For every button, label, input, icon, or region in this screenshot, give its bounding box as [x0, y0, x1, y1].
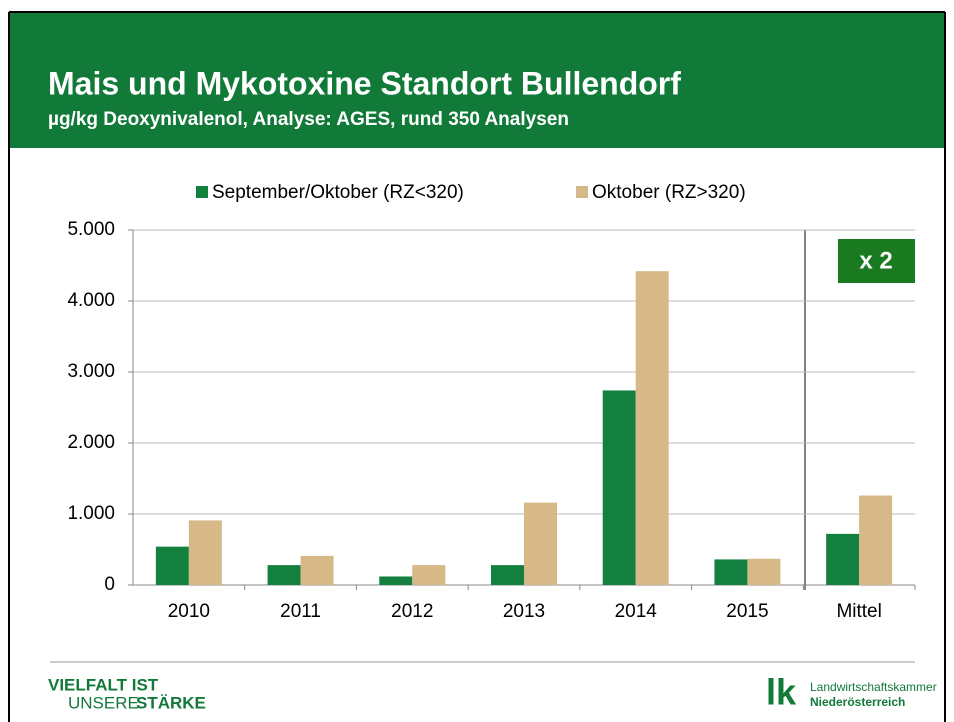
- bar: [524, 502, 557, 585]
- title: Mais und Mykotoxine Standort Bullendorf: [48, 65, 681, 101]
- bar: [379, 576, 413, 585]
- legend-swatch: [196, 186, 208, 198]
- bar: [826, 533, 860, 585]
- footer-left-2: UNSERE: [68, 693, 139, 712]
- bar: [491, 565, 524, 585]
- footer-right-2: Niederösterreich: [810, 695, 905, 709]
- x-tick-label: 2013: [503, 601, 545, 622]
- legend-swatch: [576, 186, 588, 198]
- y-tick-label: 2.000: [67, 432, 115, 453]
- header-band: [9, 12, 945, 148]
- logo: lk: [766, 672, 797, 713]
- footer-right-1: Landwirtschaftskammer: [810, 680, 937, 694]
- legend-label: September/Oktober (RZ<320): [212, 182, 464, 203]
- y-tick-label: 4.000: [67, 290, 115, 311]
- bar: [412, 565, 446, 585]
- bar: [635, 271, 669, 585]
- x-tick-label: 2012: [391, 601, 433, 622]
- footer-left-1: VIELFALT IST: [48, 675, 159, 694]
- y-tick-label: 1.000: [67, 503, 115, 524]
- legend-label: Oktober (RZ>320): [592, 182, 746, 203]
- subtitle: µg/kg Deoxynivalenol, Analyse: AGES, run…: [48, 109, 569, 130]
- bar: [747, 558, 781, 585]
- bar: [714, 559, 748, 585]
- bar: [300, 555, 334, 585]
- footer-left-3: STÄRKE: [136, 693, 206, 712]
- y-tick-label: 0: [104, 574, 115, 595]
- x-tick-label: Mittel: [836, 601, 881, 622]
- y-tick-label: 5.000: [67, 219, 115, 240]
- bar: [155, 546, 189, 585]
- bar: [859, 495, 893, 585]
- annotation-box: [838, 239, 915, 283]
- annotation: x 2: [859, 247, 892, 274]
- x-tick-label: 2011: [280, 601, 321, 622]
- bar: [188, 520, 222, 585]
- x-tick-label: 2014: [615, 601, 658, 622]
- y-tick-label: 3.000: [67, 361, 115, 382]
- x-tick-label: 2010: [168, 601, 210, 622]
- bar: [602, 390, 636, 585]
- bar: [267, 565, 301, 585]
- x-tick-label: 2015: [726, 601, 768, 622]
